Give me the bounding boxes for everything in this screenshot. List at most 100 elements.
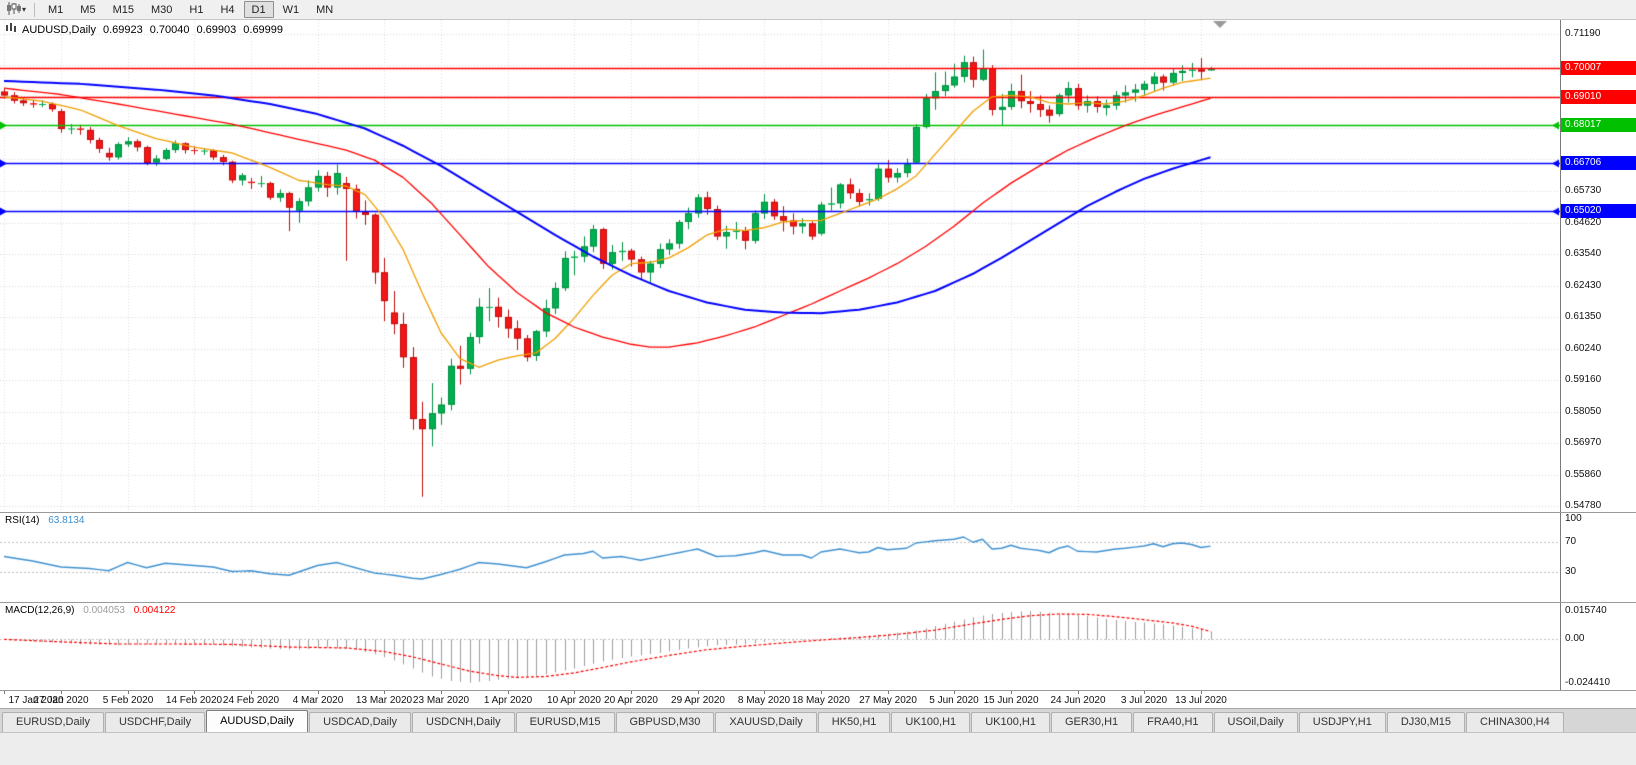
time-axis-label: 3 Jul 2020: [1120, 695, 1168, 706]
timeframe-button-H1[interactable]: H1: [189, 3, 204, 16]
time-axis-label: 13 Jul 2020: [1175, 695, 1227, 706]
chart-tab-gbpusd-m30[interactable]: GBPUSD,M30: [615, 712, 715, 732]
time-axis-label: 17 Jan 2020: [8, 695, 64, 706]
macd-panel: MACD(12,26,9) 0.004053 0.004122 0.015740…: [0, 602, 1636, 690]
ohlc-close: 0.69999: [243, 23, 284, 36]
time-axis-label: 24 Feb 2020: [222, 695, 280, 706]
chart-tab-eurusd-m15[interactable]: EURUSD,M15: [515, 712, 615, 732]
chart-tabs: EURUSD,Daily USDCHF,Daily AUDUSD,Daily USDC…: [0, 708, 1636, 732]
price-scale[interactable]: 0.71190 0.65730 0.64620 0.63540 0.62430 0.613…: [1560, 20, 1636, 512]
time-axis-tick: [954, 691, 955, 694]
chart-tab-hk50-h1[interactable]: HK50,H1: [817, 712, 891, 732]
timeframe-button-M1[interactable]: M1: [48, 3, 64, 16]
rsi-scale-label: 30: [1565, 565, 1577, 577]
time-axis-label: 4 Mar 2020: [292, 695, 344, 706]
price-scale-label: 0.63540: [1565, 247, 1602, 259]
time-axis-tick: [821, 691, 822, 694]
chart-tab-eurusd-daily[interactable]: EURUSD,Daily: [2, 712, 104, 732]
hline-price-box: 0.69010: [1561, 89, 1636, 104]
timeframe-button-M30[interactable]: M30: [150, 3, 173, 16]
macd-scale-label: 0.00: [1565, 633, 1585, 644]
price-scale-label: 0.54780: [1565, 499, 1602, 511]
time-axis-tick: [1144, 691, 1145, 694]
chart-tab-xauusd-daily[interactable]: XAUUSD,Daily: [715, 712, 817, 732]
price-scale-label: 0.65730: [1565, 184, 1602, 196]
chart-tab-usdcad-daily[interactable]: USDCAD,Daily: [309, 712, 412, 732]
time-axis-tick: [508, 691, 509, 694]
time-axis-label: 15 Jun 2020: [983, 695, 1039, 706]
macd-signal-value: 0.004122: [133, 605, 176, 616]
macd-name: MACD(12,26,9): [5, 605, 75, 616]
time-axis-tick: [384, 691, 385, 694]
chart-tab-china300-h4[interactable]: CHINA300,H4: [1466, 712, 1564, 732]
chart-tab-ger30-h1[interactable]: GER30,H1: [1050, 712, 1133, 732]
chart-tab-usdchf-daily[interactable]: USDCHF,Daily: [104, 712, 206, 732]
chart-tab-usoil-daily[interactable]: USOil,Daily: [1213, 712, 1298, 732]
price-scale-label: 0.61350: [1565, 310, 1602, 322]
timeframe-button-M5[interactable]: M5: [80, 3, 96, 16]
macd-scale[interactable]: 0.015740 0.00 -0.024410: [1560, 603, 1636, 690]
timeframe-button-MN[interactable]: MN: [316, 3, 334, 16]
toolbar-separator: [34, 2, 36, 17]
timeframe-button-D1[interactable]: D1: [243, 1, 274, 18]
price-scale-label: 0.55860: [1565, 468, 1602, 480]
time-axis-label: 5 Feb 2020: [102, 695, 154, 706]
time-axis-tick: [194, 691, 195, 694]
rsi-canvas[interactable]: [0, 513, 1560, 602]
macd-scale-label: 0.015740: [1565, 604, 1607, 616]
hline-price-box: 0.68017: [1561, 118, 1636, 133]
time-axis-tick: [1011, 691, 1012, 694]
time-axis-label: 1 Apr 2020: [483, 695, 533, 706]
timeframe-button-H4[interactable]: H4: [220, 3, 235, 16]
rsi-scale[interactable]: 100 70 30: [1560, 513, 1636, 602]
ohlc-low: 0.69903: [196, 23, 237, 36]
chart-tab-dj30-m15[interactable]: DJ30,M15: [1386, 712, 1465, 732]
time-axis-label: 14 Feb 2020: [165, 695, 223, 706]
time-axis-tick: [574, 691, 575, 694]
chart-tab-usdcnh-daily[interactable]: USDCNH,Daily: [412, 712, 515, 732]
time-axis-label: 8 May 2020: [737, 695, 791, 706]
chart-tab-uk100-h1[interactable]: UK100,H1: [971, 712, 1050, 732]
time-axis-label: 23 Mar 2020: [412, 695, 470, 706]
macd-main-value: 0.004053: [83, 605, 125, 616]
chart-symbol-label: AUDUSD,Daily: [22, 23, 96, 36]
timeframe-buttons: M1 M5 M15 M30 H1 H4 D1 W1 MN: [40, 1, 342, 18]
rsi-scale-label: 70: [1565, 535, 1577, 547]
time-axis-tick: [631, 691, 632, 694]
rsi-panel: RSI(14) 63.8134 100 70 30: [0, 512, 1636, 602]
time-axis-tick: [888, 691, 889, 694]
macd-canvas[interactable]: [0, 603, 1560, 690]
rsi-scale-label: 100: [1565, 513, 1582, 524]
rsi-name: RSI(14): [5, 515, 40, 526]
chart-tab-fra40-h1[interactable]: FRA40,H1: [1133, 712, 1213, 732]
hline-price-box: 0.66706: [1561, 155, 1636, 170]
timeframe-button-M15[interactable]: M15: [112, 3, 134, 16]
chart-tab-usdjpy-h1[interactable]: USDJPY,H1: [1298, 712, 1386, 732]
ohlc-open: 0.69923: [102, 23, 143, 36]
time-axis-label: 13 Mar 2020: [355, 695, 413, 706]
price-scale-label: 0.56970: [1565, 436, 1602, 448]
price-scale-label: 0.62430: [1565, 279, 1602, 291]
chart-type-button[interactable]: ▾: [3, 1, 29, 19]
time-axis-label: 24 Jun 2020: [1050, 695, 1106, 706]
timeframe-button-W1[interactable]: W1: [282, 3, 300, 16]
chart-title: AUDUSD,Daily 0.69923 0.70040 0.69903 0.6…: [5, 23, 283, 36]
time-axis-tick: [128, 691, 129, 694]
price-scale-label: 0.58050: [1565, 405, 1602, 417]
time-axis-tick: [1201, 691, 1202, 694]
time-axis-label: 27 May 2020: [859, 695, 917, 706]
time-axis-tick: [698, 691, 699, 694]
chart-tab-uk100-h1[interactable]: UK100,H1: [891, 712, 971, 732]
time-axis-label: 18 May 2020: [792, 695, 850, 706]
price-scale-label: 0.60240: [1565, 342, 1602, 354]
time-axis-tick: [61, 691, 62, 694]
price-chart-canvas[interactable]: [0, 20, 1560, 512]
hline-price-box: 0.65020: [1561, 204, 1636, 219]
time-axis-label: 27 Jan 2020: [33, 695, 89, 706]
time-axis-tick: [764, 691, 765, 694]
chart-tab-audusd-daily[interactable]: AUDUSD,Daily: [206, 710, 309, 732]
price-scale-label: 0.59160: [1565, 373, 1602, 385]
time-axis[interactable]: 17 Jan 2020 27 Jan 2020 5 Feb 2020 14 Feb 2…: [0, 690, 1636, 708]
price-scale-label: 0.64620: [1565, 216, 1602, 228]
chart-title-icon: [5, 23, 17, 36]
